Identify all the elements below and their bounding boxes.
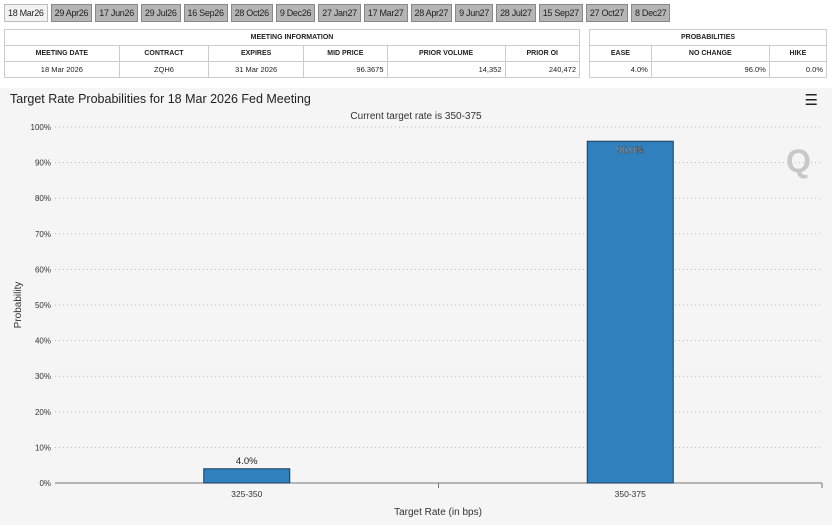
hamburger-icon[interactable]: ☰ [804, 92, 818, 109]
tab-meeting[interactable]: 18 Mar26 [4, 4, 48, 22]
bar-325-350[interactable] [203, 468, 291, 484]
data-label: 4.0% [236, 456, 258, 467]
probabilities-table: PROBABILITIES EASE NO CHANGE HIKE 4.0% 96.0%… [589, 29, 828, 78]
cell-value: 18 Mar 2026 [4, 61, 120, 78]
y-tick-label: 70% [35, 230, 51, 239]
cell-value: 96.3675 [303, 61, 388, 78]
column-header: PRIOR OI [504, 45, 581, 62]
y-tick-label: 30% [35, 372, 51, 381]
x-tick-label: 350-375 [615, 489, 646, 499]
y-tick-label: 0% [39, 479, 51, 488]
meeting-info-table: MEETING INFORMATION MEETING DATE CONTRACT… [4, 29, 581, 78]
meeting-info-header: MEETING INFORMATION [4, 29, 580, 46]
cell-value: ZQH6 [118, 61, 210, 78]
column-header: NO CHANGE [650, 45, 770, 62]
tab-meeting[interactable]: 29 Apr26 [50, 4, 93, 22]
tab-meeting[interactable]: 27 Jan27 [318, 4, 361, 22]
y-axis-label: Probability [13, 282, 24, 329]
cell-value: 14,352 [386, 61, 506, 78]
x-axis-label: Target Rate (in bps) [394, 507, 482, 518]
tab-meeting[interactable]: 17 Mar27 [363, 4, 408, 22]
tab-meeting[interactable]: 28 Oct26 [230, 4, 273, 22]
tab-meeting[interactable]: 17 Jun26 [95, 4, 138, 22]
y-tick-label: 10% [35, 443, 51, 452]
tab-meeting[interactable]: 15 Sep27 [538, 4, 583, 22]
y-tick-label: 60% [35, 265, 51, 274]
tab-meeting[interactable]: 27 Oct27 [585, 4, 628, 22]
y-tick-label: 80% [35, 194, 51, 203]
column-header: MEETING DATE [4, 45, 120, 62]
chart-subtitle: Current target rate is 350-375 [350, 111, 482, 122]
watermark-logo: Q [786, 143, 811, 179]
data-label: 96.0% [617, 145, 644, 156]
y-tick-label: 100% [31, 123, 51, 132]
probabilities-header: PROBABILITIES [589, 29, 827, 46]
column-header: EXPIRES [208, 45, 305, 62]
meeting-tabs: 18 Mar26 29 Apr26 17 Jun26 29 Jul26 16 Sep26… [4, 4, 671, 22]
column-header: CONTRACT [118, 45, 210, 62]
column-header: HIKE [768, 45, 828, 62]
tab-meeting[interactable]: 28 Jul27 [496, 4, 536, 22]
cell-value: 0.0% [768, 61, 828, 78]
y-tick-label: 50% [35, 301, 51, 310]
cell-value: 31 Mar 2026 [208, 61, 305, 78]
column-header: EASE [589, 45, 652, 62]
x-tick-label: 325-350 [231, 489, 262, 499]
bar-chart: Current target rate is 350-375 0% 10% 20% 30… [13, 111, 823, 518]
tab-meeting[interactable]: 9 Jun27 [455, 4, 494, 22]
chart-title: Target Rate Probabilities for 18 Mar 202… [10, 92, 311, 106]
tab-meeting[interactable]: 28 Apr27 [410, 4, 453, 22]
chart: Target Rate Probabilities for 18 Mar 202… [0, 88, 832, 525]
cell-value: 240,472 [504, 61, 581, 78]
y-tick-label: 40% [35, 337, 51, 346]
column-header: MID PRICE [303, 45, 388, 62]
tab-meeting[interactable]: 29 Jul26 [140, 4, 181, 22]
y-tick-label: 90% [35, 159, 51, 168]
bar-350-375[interactable] [586, 140, 674, 484]
cell-value: 4.0% [589, 61, 652, 78]
tab-meeting[interactable]: 8 Dec27 [630, 4, 671, 22]
tab-meeting[interactable]: 16 Sep26 [183, 4, 228, 22]
column-header: PRIOR VOLUME [386, 45, 506, 62]
cell-value: 96.0% [650, 61, 770, 78]
y-tick-label: 20% [35, 408, 51, 417]
tab-meeting[interactable]: 9 Dec26 [275, 4, 316, 22]
